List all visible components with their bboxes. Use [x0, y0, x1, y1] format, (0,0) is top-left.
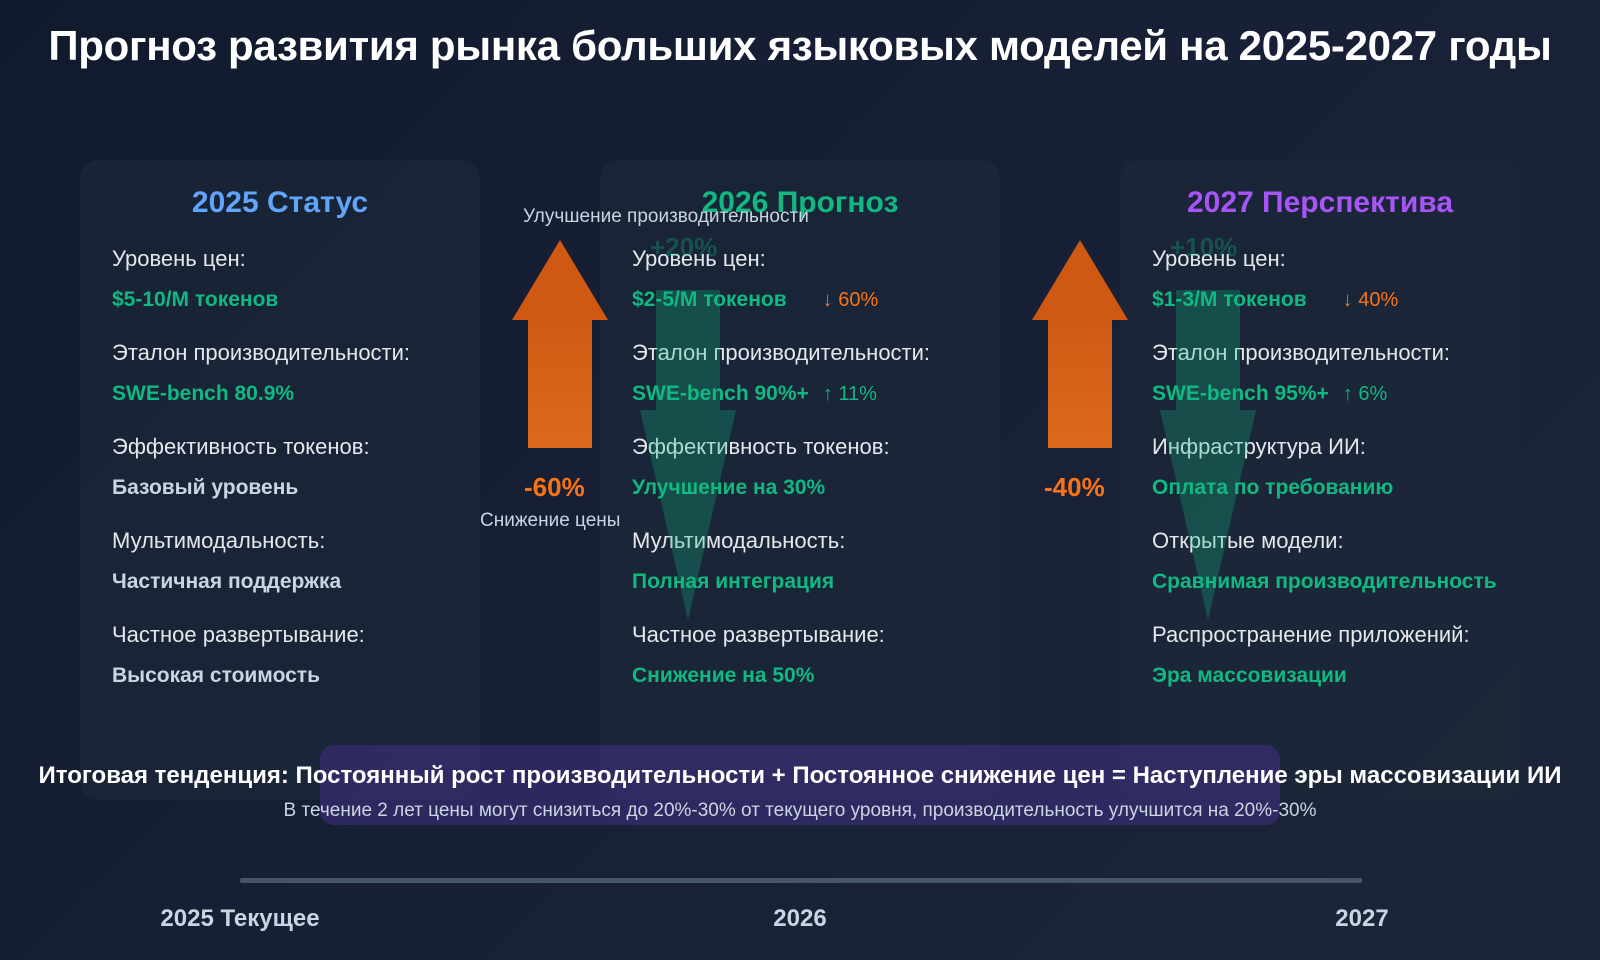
card-2026-forecast: 2026 Прогноз Уровень цен: $2-5/M токенов… — [600, 160, 1000, 800]
timeline-label-2027: 2027 — [1335, 905, 1389, 932]
row-value: Полная интеграция — [632, 570, 835, 593]
row-label: Эффективность токенов: — [632, 434, 890, 459]
row-value: Снижение на 50% — [632, 664, 815, 687]
row-label: Уровень цен: — [112, 246, 246, 271]
benchmark-row: Эталон производительности: SWE-bench 80.… — [112, 340, 410, 406]
ai-infrastructure-row: Инфраструктура ИИ: Оплата по требованию — [1152, 434, 1393, 500]
price-delta: ↓ 60% — [822, 289, 879, 311]
performance-arrow-down-icon — [640, 290, 738, 620]
benchmark-row: Эталон производительности: SWE-bench 95%… — [1152, 340, 1450, 406]
performance-change-percent: +10% — [1170, 232, 1238, 262]
benchmark-delta: ↑ 11% — [822, 383, 877, 405]
row-label: Частное развертывание: — [632, 622, 885, 647]
row-value: SWE-bench 90%+ — [632, 382, 809, 405]
timeline-label-2025: 2025 Текущее — [160, 905, 320, 932]
price-change-percent: -60% — [524, 472, 585, 502]
row-value: SWE-bench 95%+ — [1152, 382, 1329, 405]
row-value: Оплата по требованию — [1152, 476, 1394, 499]
performance-arrow-down-icon — [1160, 290, 1258, 620]
row-value: $1-3/M токенов — [1152, 288, 1307, 311]
token-efficiency-row: Эффективность токенов: Улучшение на 30% — [632, 434, 890, 500]
row-label: Эталон производительности: — [1152, 340, 1451, 365]
price-drop-arrow-up-icon — [512, 240, 608, 450]
row-label: Уровень цен: — [632, 246, 766, 271]
row-value: SWE-bench 80.9% — [112, 382, 295, 405]
row-value: Улучшение на 30% — [632, 476, 826, 499]
row-label: Инфраструктура ИИ: — [1152, 434, 1366, 459]
row-value: Эра массовизации — [1152, 664, 1347, 687]
price-level-row: Уровень цен: $5-10/M токенов — [112, 246, 278, 312]
multimodality-row: Мультимодальность: Частичная поддержка — [112, 528, 341, 594]
page-title: Прогноз развития рынка больших языковых … — [48, 22, 1552, 69]
private-deployment-row: Частное развертывание: Снижение на 50% — [632, 622, 885, 688]
performance-caption: Улучшение производительности — [523, 206, 809, 227]
card-2025-status: 2025 Статус Уровень цен: $5-10/M токенов… — [80, 160, 480, 800]
price-drop-arrow-up-icon — [1032, 240, 1128, 450]
price-delta: ↓ 40% — [1342, 289, 1399, 311]
row-label: Эффективность токенов: — [112, 434, 370, 459]
price-level-row: Уровень цен: $2-5/M токенов ↓ 60% — [632, 246, 878, 312]
card-title: 2026 Прогноз — [701, 186, 899, 219]
card-title: 2025 Статус — [191, 186, 369, 219]
price-drop-caption: Снижение цены — [480, 510, 621, 531]
token-efficiency-row: Эффективность токенов: Базовый уровень — [112, 434, 370, 500]
multimodality-row: Мультимодальность: Полная интеграция — [632, 528, 845, 594]
row-value: Высокая стоимость — [112, 664, 320, 687]
row-label: Открытые модели: — [1152, 528, 1344, 553]
row-value: Сравнимая производительность — [1152, 570, 1497, 593]
performance-change-percent: +20% — [650, 232, 718, 262]
price-level-row: Уровень цен: $1-3/M токенов ↓ 40% — [1152, 246, 1398, 312]
row-label: Мультимодальность: — [112, 528, 326, 553]
benchmark-delta: ↑ 6% — [1342, 383, 1388, 405]
summary-box — [320, 745, 1280, 825]
card-2027-outlook: 2027 Перспектива Уровень цен: $1-3/M ток… — [1120, 160, 1520, 800]
row-label: Эталон производительности: — [632, 340, 931, 365]
summary-subtext: В течение 2 лет цены могут снизиться до … — [283, 800, 1317, 821]
row-label: Эталон производительности: — [112, 340, 411, 365]
row-value: $2-5/M токенов — [632, 288, 787, 311]
timeline-label-2026: 2026 — [773, 905, 827, 932]
row-label: Распространение приложений: — [1152, 622, 1470, 647]
private-deployment-row: Частное развертывание: Высокая стоимость — [112, 622, 365, 688]
timeline-line — [240, 878, 1362, 883]
open-models-row: Открытые модели: Сравнимая производитель… — [1152, 528, 1497, 594]
summary-headline: Итоговая тенденция: Постоянный рост прои… — [38, 762, 1562, 789]
row-label: Уровень цен: — [1152, 246, 1286, 271]
card-title: 2027 Перспектива — [1186, 186, 1453, 219]
row-label: Частное развертывание: — [112, 622, 365, 647]
app-adoption-row: Распространение приложений: Эра массовиз… — [1152, 622, 1470, 688]
row-label: Мультимодальность: — [632, 528, 846, 553]
row-value: Частичная поддержка — [112, 570, 342, 593]
row-value: Базовый уровень — [112, 476, 299, 499]
benchmark-row: Эталон производительности: SWE-bench 90%… — [632, 340, 930, 406]
row-value: $5-10/M токенов — [112, 288, 279, 311]
price-change-percent: -40% — [1044, 472, 1105, 502]
